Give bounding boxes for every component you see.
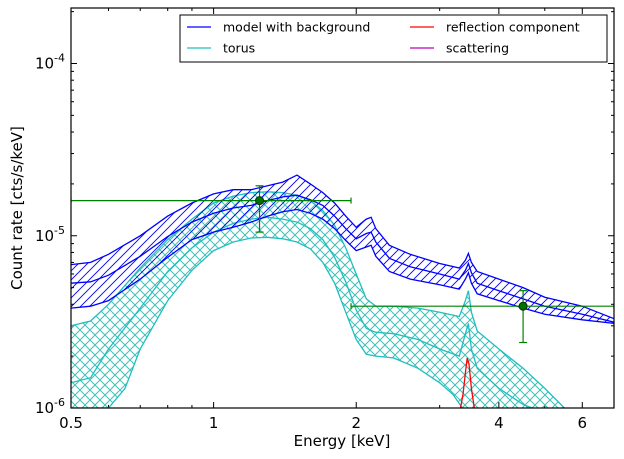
y-tick-label: 10-6 [35, 396, 65, 417]
model-with-background-band [71, 175, 614, 324]
x-tick-label: 6 [578, 414, 588, 432]
model-with-background-upper-line [71, 174, 614, 320]
data-marker [255, 196, 265, 206]
legend-entry: reflection component [410, 20, 580, 35]
data-marker [518, 301, 528, 311]
torus-band [71, 191, 565, 408]
legend-frame [179, 14, 608, 63]
y-tick-label: 10-4 [35, 52, 65, 73]
x-tick-label: 4 [494, 414, 504, 432]
model-with-background-median-line [71, 194, 614, 323]
legend-entry: torus [187, 41, 255, 56]
legend-label: scattering [446, 41, 509, 56]
plot-area [71, 174, 614, 408]
legend-label: model with background [223, 20, 370, 35]
tick-labels: 0.5 1 2 4 6 10-6 10-5 10-4 [35, 52, 587, 432]
x-tick-label: 0.5 [59, 414, 83, 432]
legend-entry: scattering [410, 41, 509, 56]
data-point-2 [350, 290, 614, 344]
model-with-background-lower-line [71, 208, 614, 325]
x-axis-label: Energy [keV] [294, 432, 391, 450]
legend: model with background torus reflection com… [179, 14, 608, 63]
plot-frame [70, 7, 615, 409]
x-tick-label: 1 [209, 414, 219, 432]
x-tick-label: 2 [351, 414, 361, 432]
ticks-layer [70, 8, 615, 409]
torus-lower-line [71, 236, 463, 408]
data-point-1 [71, 185, 352, 233]
y-tick-label: 10-5 [35, 224, 65, 245]
legend-label: torus [223, 41, 255, 56]
legend-label: reflection component [446, 20, 580, 35]
y-axis-label: Count rate [cts/s/keV] [8, 126, 26, 290]
torus-median-line [71, 216, 533, 408]
legend-entry: model with background [187, 20, 370, 35]
reflection-component-line [459, 357, 475, 408]
